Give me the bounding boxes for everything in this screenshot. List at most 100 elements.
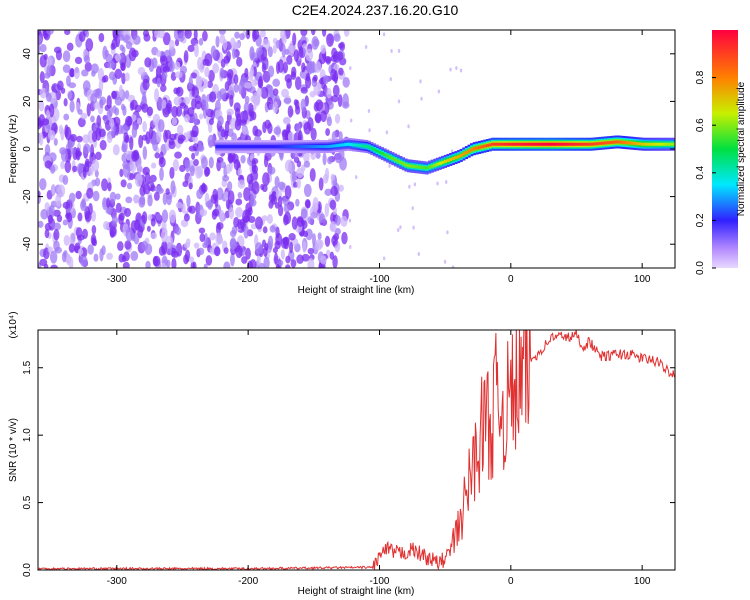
ridge-segment — [223, 145, 227, 149]
noise-blob — [160, 262, 167, 268]
noise-blob — [130, 250, 139, 261]
ridge-segment — [667, 142, 671, 146]
noise-blob — [174, 39, 180, 47]
ridge-segment — [538, 142, 542, 146]
ridge-segment — [244, 145, 248, 149]
noise-blob — [230, 37, 236, 47]
noise-blob — [289, 241, 294, 254]
noise-blob — [256, 47, 263, 56]
ridge-segment — [548, 142, 553, 146]
noise-blob — [53, 138, 58, 146]
noise-blob — [95, 127, 102, 141]
ridge-segment — [315, 145, 319, 149]
noise-blob — [193, 30, 198, 41]
ridge-segment — [583, 142, 587, 146]
noise-speck — [437, 89, 441, 94]
ridge-segment — [632, 141, 637, 145]
noise-blob — [236, 56, 243, 67]
noise-blob — [77, 212, 83, 222]
noise-blob — [169, 167, 175, 179]
noise-blob — [260, 183, 265, 191]
ridge-segment — [470, 148, 474, 152]
noise-blob — [275, 226, 280, 239]
noise-blob — [294, 99, 300, 110]
ridge-segment — [273, 145, 277, 149]
noise-blob — [144, 172, 151, 185]
ridge-segment — [393, 158, 398, 162]
noise-blob — [177, 32, 185, 42]
noise-blob — [272, 44, 277, 54]
noise-blob — [91, 70, 96, 77]
noise-blob — [190, 72, 197, 79]
noise-blob — [79, 255, 88, 267]
noise-blob — [205, 200, 214, 208]
noise-blob — [285, 255, 291, 264]
noise-blob — [204, 53, 213, 67]
noise-blob — [340, 215, 348, 227]
noise-blob — [173, 96, 182, 106]
noise-blob — [298, 46, 304, 58]
ridge-segment — [585, 142, 589, 146]
noise-blob — [174, 61, 181, 70]
noise-blob — [305, 48, 314, 62]
noise-blob — [262, 226, 268, 234]
noise-blob — [248, 179, 254, 192]
noise-blob — [122, 261, 130, 268]
noise-blob — [56, 214, 63, 223]
noise-speck — [382, 32, 386, 37]
snr-x-tick-label: 100 — [634, 576, 651, 587]
noise-blob — [119, 168, 124, 178]
noise-blob — [244, 82, 253, 89]
ridge-segment — [225, 145, 230, 149]
noise-blob — [169, 133, 177, 141]
noise-blob — [243, 225, 249, 239]
noise-blob — [130, 99, 138, 110]
noise-blob — [145, 131, 151, 145]
ridge-segment — [472, 147, 476, 151]
noise-blob — [245, 209, 251, 219]
noise-blob — [129, 172, 135, 181]
noise-blob — [284, 159, 293, 172]
noise-blob — [185, 249, 191, 263]
colorbar: 0.0 0.2 0.4 0.6 0.8 Normalized spectral ampl… — [695, 30, 747, 275]
noise-blob — [80, 199, 87, 212]
ridge-segment — [320, 145, 324, 149]
noise-speck — [413, 182, 417, 187]
noise-blob — [232, 48, 237, 60]
noise-blob — [333, 70, 338, 84]
noise-blob — [44, 160, 52, 169]
noise-blob — [301, 253, 310, 262]
noise-blob — [198, 38, 204, 46]
noise-blob — [147, 214, 153, 221]
noise-blob — [150, 218, 156, 227]
ridge-segment — [596, 142, 600, 146]
ridge-segment — [286, 145, 290, 149]
noise-blob — [303, 121, 312, 135]
noise-blob — [69, 67, 75, 78]
noise-speck — [388, 163, 391, 168]
ridge-segment — [275, 145, 279, 149]
noise-blob — [295, 198, 300, 207]
noise-blob — [74, 56, 83, 65]
noise-blob — [198, 113, 204, 120]
noise-blob — [261, 215, 268, 222]
ridge-segment — [483, 144, 487, 148]
spectrogram-y-tick-label: 0 — [22, 146, 33, 152]
colorbar-gradient — [712, 30, 738, 268]
ridge-segment — [241, 145, 245, 149]
noise-blob — [55, 49, 63, 61]
noise-speck — [444, 179, 448, 184]
noise-blob — [150, 162, 157, 169]
noise-blob — [291, 66, 297, 78]
noise-speck — [397, 48, 401, 53]
noise-blob — [283, 97, 292, 104]
snr-plot-area — [38, 330, 675, 570]
noise-blob — [222, 174, 230, 182]
noise-blob — [106, 95, 112, 109]
ridge-segment — [388, 155, 392, 159]
ridge-segment — [215, 145, 219, 149]
noise-blob — [251, 181, 260, 195]
ridge-segment — [454, 156, 458, 160]
snr-frame — [37, 329, 676, 571]
